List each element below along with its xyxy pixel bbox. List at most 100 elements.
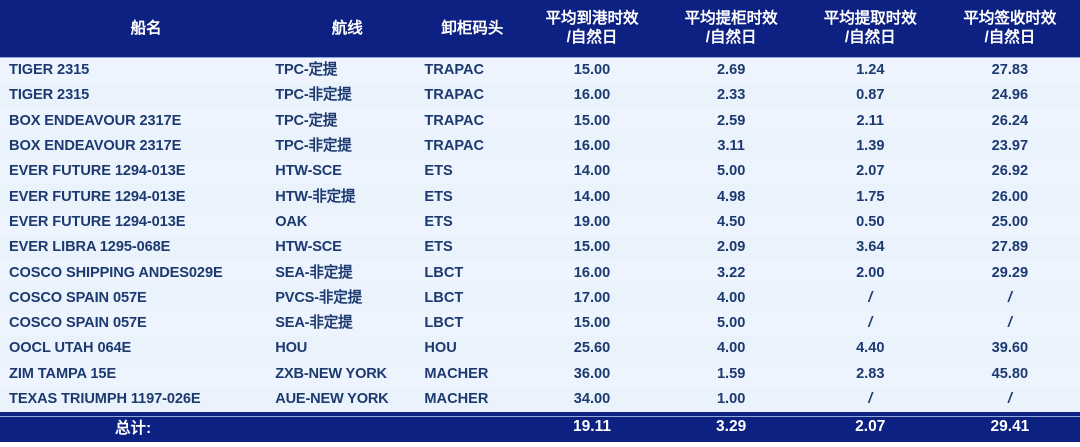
cell-avg-pickup: 2.69 [716, 62, 746, 79]
cell-avg-arrival: 16.00 [573, 138, 611, 155]
cell-avg-signed: / [1007, 289, 1012, 306]
cell-vessel-name: ZIM TAMPA 15E [9, 365, 117, 382]
cell-avg-signed: 25.00 [991, 213, 1029, 230]
cell-route: TPC-非定提 [275, 138, 352, 155]
table-row[interactable]: COSCO SHIPPING ANDES029E SEA-非定提 LBCT 16.00… [0, 260, 1080, 286]
cell-avg-arrival: 15.00 [573, 315, 611, 332]
total-row-label: 总计: [115, 420, 152, 438]
column-header-vessel-label: 船名 [130, 19, 162, 37]
cell-avg-signed: 26.92 [991, 163, 1029, 180]
table-row[interactable]: BOX ENDEAVOUR 2317E TPC-定提 TRAPAC 15.00 2.59… [0, 108, 1080, 134]
cell-avg-retrieve: 2.83 [856, 365, 885, 382]
cell-avg-arrival: 14.00 [573, 188, 611, 205]
cell-route: OAK [275, 213, 308, 230]
cell-avg-arrival: 34.00 [573, 391, 611, 407]
column-header-avg-retrieve: 平均提取时效 /自然日 [800, 0, 940, 58]
cell-avg-retrieve: 0.87 [856, 87, 885, 104]
table-row[interactable]: EVER LIBRA 1295-068E HTW-SCE ETS 15.00 2.09 3… [0, 235, 1080, 261]
cell-vessel-name: BOX ENDEAVOUR 2317E [9, 138, 182, 155]
cell-vessel-name: EVER FUTURE 1294-013E [9, 188, 186, 205]
table-row[interactable]: EVER FUTURE 1294-013E HTW-SCE ETS 14.00 5.00… [0, 159, 1080, 185]
column-header-avg-retrieve-unit: /自然日 [844, 29, 896, 46]
cell-avg-signed: 29.29 [991, 264, 1029, 281]
cell-terminal: ETS [424, 163, 453, 180]
table-row[interactable]: EVER FUTURE 1294-013E HTW-非定提 ETS 14.00 4.98… [0, 184, 1080, 210]
cell-avg-pickup: 4.00 [716, 340, 746, 357]
cell-avg-retrieve: 1.39 [856, 138, 885, 155]
cell-vessel-name: COSCO SPAIN 057E [9, 289, 147, 306]
cell-avg-arrival: 25.60 [573, 340, 611, 357]
cell-terminal: TRAPAC [424, 138, 485, 155]
cell-avg-signed: / [1007, 391, 1012, 407]
table-row[interactable]: TIGER 2315 TPC-定提 TRAPAC 15.00 2.69 1.24 27.83 [0, 58, 1080, 84]
table-row[interactable]: COSCO SPAIN 057E SEA-非定提 LBCT 15.00 5.00 / / [0, 310, 1080, 337]
cell-avg-pickup: 3.11 [717, 138, 745, 155]
table-row[interactable]: TEXAS TRIUMPH 1197-026E AUE-NEW YORK MACHE… [0, 386, 1080, 413]
table-row[interactable]: COSCO SPAIN 057E PVCS-非定提 LBCT 17.00 4.00 / / [0, 285, 1080, 311]
cell-avg-arrival: 16.00 [573, 87, 611, 104]
cell-avg-arrival: 19.00 [573, 213, 611, 230]
footer-divider [0, 416, 1080, 417]
column-header-route: 航线 [272, 0, 423, 58]
cell-avg-pickup: 4.98 [716, 188, 746, 205]
cell-vessel-name: EVER FUTURE 1294-013E [9, 213, 186, 230]
column-header-avg-signed: 平均签收时效 /自然日 [939, 0, 1080, 58]
cell-avg-pickup: 5.00 [716, 163, 746, 180]
table-body: TIGER 2315 TPC-定提 TRAPAC 15.00 2.69 1.24 27.83… [0, 58, 1080, 413]
cell-route: PVCS-非定提 [275, 289, 363, 306]
cell-route: TPC-定提 [275, 62, 338, 79]
table-row[interactable]: BOX ENDEAVOUR 2317E TPC-非定提 TRAPAC 16.00 3.1… [0, 133, 1080, 160]
cell-avg-retrieve: 1.75 [856, 188, 885, 205]
cell-avg-arrival: 16.00 [573, 264, 611, 281]
cell-route: HTW-非定提 [275, 188, 356, 205]
cell-terminal: MACHER [424, 365, 489, 382]
cell-avg-signed: 39.60 [991, 340, 1029, 357]
column-header-avg-pickup: 平均提柜时效 /自然日 [661, 0, 801, 58]
table-footer: 总计: 19.11 3.29 2.07 29.41 [0, 412, 1080, 443]
cell-route: HTW-SCE [275, 239, 342, 256]
column-header-avg-retrieve-label: 平均提取时效 [823, 10, 917, 28]
column-header-avg-pickup-unit: /自然日 [705, 29, 757, 46]
cell-avg-retrieve: 2.07 [856, 163, 885, 180]
cell-avg-arrival: 36.00 [573, 365, 611, 382]
total-row: 总计: 19.11 3.29 2.07 29.41 [0, 412, 1080, 443]
cell-route: SEA-非定提 [275, 315, 353, 332]
cell-avg-arrival: 15.00 [573, 112, 611, 129]
cell-avg-signed: 27.89 [991, 239, 1029, 256]
column-header-vessel: 船名 [0, 0, 273, 58]
cell-terminal: LBCT [424, 315, 464, 332]
cell-vessel-name: BOX ENDEAVOUR 2317E [9, 112, 182, 129]
cell-terminal: TRAPAC [424, 87, 485, 104]
table-row[interactable]: ZIM TAMPA 15E ZXB-NEW YORK MACHER 36.00 1.59… [0, 361, 1080, 387]
cell-avg-signed: 23.97 [991, 138, 1029, 155]
cell-avg-pickup: 1.59 [716, 365, 746, 382]
cell-avg-pickup: 4.50 [716, 213, 746, 230]
column-header-avg-signed-unit: /自然日 [984, 29, 1036, 46]
cell-vessel-name: COSCO SHIPPING ANDES029E [9, 264, 223, 281]
table-row[interactable]: TIGER 2315 TPC-非定提 TRAPAC 16.00 2.33 0.87 24.9… [0, 83, 1080, 109]
cell-avg-pickup: 4.00 [716, 289, 746, 306]
cell-avg-signed: 45.80 [991, 365, 1029, 382]
cell-avg-retrieve: 1.24 [856, 62, 885, 79]
cell-vessel-name: TIGER 2315 [9, 62, 90, 79]
table-header-row: 船名 航线 卸柜码头 平均到港时效 /自然日 平均提柜时效 /自然日 平均提取时 [0, 0, 1080, 58]
cell-route: TPC-非定提 [275, 87, 352, 104]
cell-route: TPC-定提 [275, 112, 338, 129]
cell-terminal: ETS [424, 213, 453, 230]
total-avg-signed: 29.41 [990, 418, 1030, 436]
cell-avg-arrival: 15.00 [573, 62, 611, 79]
cell-terminal: TRAPAC [424, 62, 485, 79]
cell-avg-signed: 27.83 [991, 62, 1029, 79]
cell-avg-pickup: 3.22 [716, 264, 746, 281]
total-avg-pickup: 3.29 [716, 418, 747, 436]
cell-route: SEA-非定提 [275, 264, 353, 281]
cell-terminal: MACHER [424, 391, 489, 407]
table-row[interactable]: OOCL UTAH 064E HOU HOU 25.60 4.00 4.40 39.60 [0, 336, 1080, 362]
column-header-avg-pickup-label: 平均提柜时效 [684, 10, 778, 28]
cell-route: AUE-NEW YORK [275, 391, 389, 407]
header-divider [0, 57, 1080, 58]
cell-avg-retrieve: / [868, 391, 873, 407]
table-row[interactable]: EVER FUTURE 1294-013E OAK ETS 19.00 4.50 0.50… [0, 209, 1080, 236]
cell-avg-retrieve: 4.40 [856, 340, 885, 357]
cell-avg-arrival: 15.00 [573, 239, 611, 256]
